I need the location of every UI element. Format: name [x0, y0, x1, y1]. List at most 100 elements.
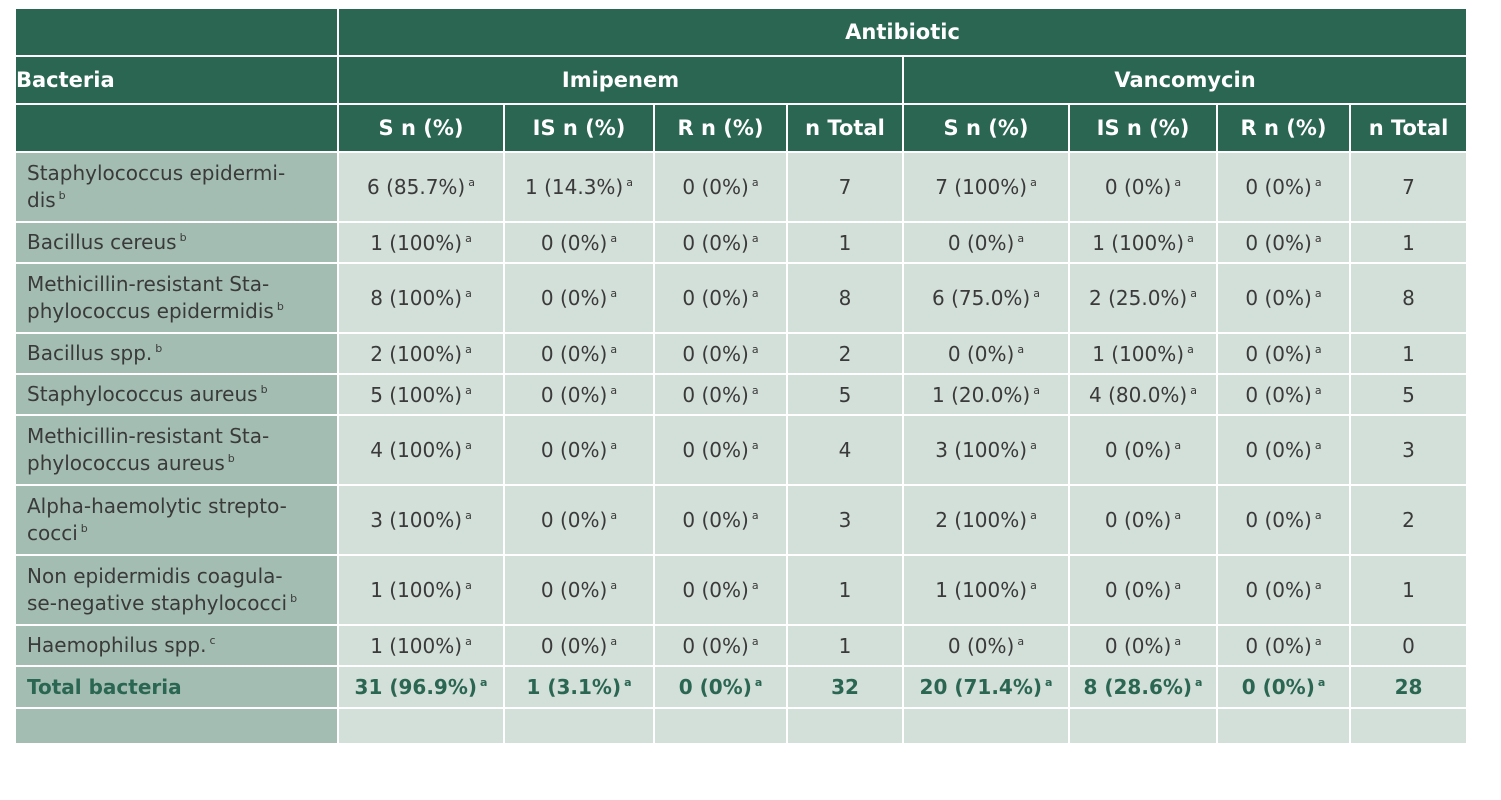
value-cell: 0 (0%) a — [653, 414, 788, 486]
bacteria-name-cell: Alpha-haemolytic strepto- cocci b — [14, 484, 339, 556]
footnote-mark: a — [1314, 287, 1322, 301]
footnote-mark: b — [58, 189, 66, 203]
cell-value: 0 (0%) — [1245, 175, 1312, 199]
value-cell: 0 (0%) a — [1216, 151, 1351, 223]
cell-value: 0 (0%) — [682, 633, 749, 658]
cell-value: 2 (100%) — [935, 508, 1028, 532]
footnote-mark: a — [610, 231, 618, 245]
value-cell: 2 — [786, 332, 904, 375]
table-row: Non epidermidis coagula- se-negative sta… — [14, 554, 1469, 626]
cell-value: 0 (0%) — [540, 438, 608, 462]
value-cell: 0 (0%) a — [653, 151, 788, 223]
empty-cell — [337, 707, 505, 745]
footnote-mark: a — [610, 579, 618, 593]
bacteria-name: Methicillin-resistant Sta- phylococcus a… — [27, 424, 270, 475]
value-cell: 0 (0%) a — [503, 332, 655, 375]
footnote-mark: a — [626, 176, 633, 190]
value-cell: 31 (96.9%) a — [337, 665, 505, 709]
footnote-mark: a — [1314, 579, 1322, 593]
footnote-mark: a — [468, 176, 475, 190]
cell-value: 20 (71.4%) — [919, 675, 1043, 699]
cell-value: 0 (0%) — [1245, 633, 1312, 658]
cell-value: 7 — [1402, 175, 1415, 199]
bacteria-name-cell: Haemophilus spp. c — [14, 624, 339, 667]
footnote-mark: a — [1030, 176, 1037, 190]
value-cell: 0 (0%) a — [503, 414, 655, 486]
footnote-mark: a — [610, 634, 618, 648]
value-cell: 0 (0%) a — [1216, 554, 1351, 626]
cell-value: 1 — [838, 633, 852, 658]
footnote-mark: b — [276, 300, 284, 314]
header-subcol: n Total — [1348, 103, 1469, 153]
footnote-mark: a — [1314, 439, 1322, 453]
cell-value: 0 (0%) — [1104, 578, 1172, 602]
value-cell: 3 (100%) a — [902, 414, 1070, 486]
cell-value: 0 (0%) — [947, 633, 1015, 658]
cell-value: 2 (25.0%) — [1089, 286, 1188, 310]
value-cell: 1 (100%) a — [902, 554, 1070, 626]
cell-value: 0 (0%) — [1245, 230, 1312, 255]
header-row-antibiotic: Antibiotic — [14, 7, 1469, 57]
cell-value: 2 — [1402, 508, 1415, 532]
header-antibiotic: Antibiotic — [336, 7, 1469, 57]
cell-value: 7 — [838, 175, 852, 199]
value-cell: 0 (0%) a — [1216, 624, 1351, 667]
value-cell: 2 (100%) a — [902, 484, 1070, 556]
footnote-mark: a — [1174, 176, 1182, 190]
footnote-mark: a — [465, 509, 472, 523]
value-cell: 0 (0%) a — [902, 624, 1070, 667]
cell-value: 5 (100%) — [370, 382, 463, 407]
footnote-mark: b — [155, 342, 163, 356]
cell-value: 4 (100%) — [370, 438, 463, 462]
empty-cell — [1068, 707, 1218, 745]
value-cell: 0 (0%) a — [1216, 484, 1351, 556]
total-row: Total bacteria 31 (96.9%) a 1 (3.1%) a 0 (0%)… — [14, 665, 1469, 709]
value-cell: 1 (100%) a — [337, 221, 505, 264]
footnote-mark: c — [209, 634, 216, 648]
header-subcol: S n (%) — [902, 103, 1070, 153]
value-cell: 6 (75.0%) a — [902, 262, 1070, 334]
cell-value: 1 — [838, 578, 852, 602]
cell-value: 8 (100%) — [370, 286, 463, 310]
bacteria-name: Methicillin-resistant Sta- phylococcus e… — [27, 272, 274, 323]
footnote-mark: b — [260, 383, 268, 397]
table-row: Bacillus spp. b 2 (100%) a 0 (0%) a 0 (0%) a 2 0 … — [14, 332, 1469, 375]
cell-value: 0 (0%) — [682, 341, 749, 366]
table-row: Haemophilus spp. c 1 (100%) a 0 (0%) a 0 (0%) a… — [14, 624, 1469, 667]
empty-cell — [1216, 707, 1351, 745]
footnote-mark: a — [465, 287, 472, 301]
cell-value: 0 (0%) — [1104, 633, 1172, 658]
cell-value: 1 (100%) — [370, 230, 463, 255]
footnote-mark: a — [465, 634, 472, 648]
value-cell: 4 (80.0%) a — [1068, 373, 1218, 416]
cell-value: 0 (0%) — [682, 286, 749, 310]
bacteria-name: Staphylococcus aureus — [27, 382, 258, 406]
cell-value: 0 (0%) — [682, 578, 749, 602]
value-cell: 2 (100%) a — [337, 332, 505, 375]
cell-value: 0 (0%) — [682, 382, 749, 407]
footnote-mark: a — [624, 676, 632, 690]
footnote-mark: b — [179, 231, 187, 245]
cell-value: 0 (0%) — [682, 230, 749, 255]
bacteria-name-cell: Staphylococcus epidermi- dis b — [14, 151, 339, 223]
cell-value: 0 (0%) — [682, 438, 749, 462]
footnote-mark: a — [1045, 676, 1053, 690]
footnote-mark: a — [751, 383, 759, 397]
value-cell: 0 (0%) a — [653, 624, 788, 667]
value-cell: 1 — [786, 221, 904, 264]
value-cell: 0 — [1348, 624, 1469, 667]
value-cell: 8 (100%) a — [337, 262, 505, 334]
table-row: Bacillus cereus b 1 (100%) a 0 (0%) a 0 (0%) a 1… — [14, 221, 1469, 264]
header-drug-vancomycin: Vancomycin — [901, 55, 1469, 105]
cell-value: 0 (0%) — [1245, 578, 1312, 602]
value-cell: 4 (100%) a — [337, 414, 505, 486]
cell-value: 0 (0%) — [540, 382, 608, 407]
footnote-mark: a — [465, 383, 472, 397]
header-subcol: IS n (%) — [1068, 103, 1218, 153]
bacteria-name: Bacillus spp. — [27, 341, 153, 365]
header-subcol: S n (%) — [337, 103, 505, 153]
cell-value: 0 (0%) — [947, 341, 1015, 366]
empty-row — [14, 707, 1469, 745]
value-cell: 1 (20.0%) a — [902, 373, 1070, 416]
value-cell: 0 (0%) a — [1068, 151, 1218, 223]
